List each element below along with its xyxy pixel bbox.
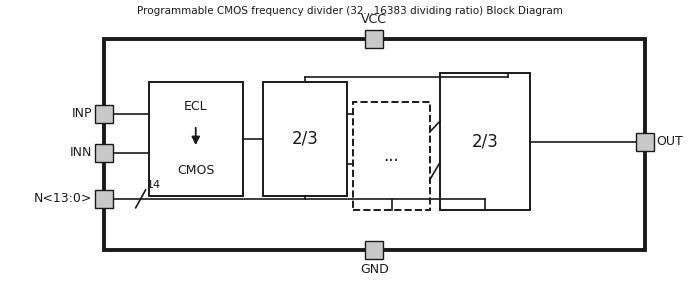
Text: CMOS: CMOS <box>177 164 214 177</box>
Text: INP: INP <box>71 107 92 120</box>
Text: 2/3: 2/3 <box>472 133 498 151</box>
Bar <box>104 39 645 250</box>
Bar <box>365 29 384 48</box>
Bar <box>636 133 654 151</box>
Bar <box>149 81 242 196</box>
Bar <box>95 144 113 162</box>
Text: ECL: ECL <box>184 100 208 113</box>
Bar <box>354 101 430 210</box>
Text: N<13:0>: N<13:0> <box>34 192 92 205</box>
Text: 14: 14 <box>146 180 161 190</box>
Text: VCC: VCC <box>361 13 387 26</box>
Text: 2/3: 2/3 <box>291 130 318 148</box>
Text: OUT: OUT <box>657 135 683 148</box>
Text: Programmable CMOS frequency divider (32...16383 dividing ratio) Block Diagram: Programmable CMOS frequency divider (32.… <box>137 6 563 16</box>
Bar <box>365 241 384 260</box>
Bar <box>263 81 346 196</box>
Bar <box>95 105 113 123</box>
Bar <box>95 190 113 208</box>
Bar <box>440 73 531 210</box>
Text: ...: ... <box>384 147 400 165</box>
Text: INN: INN <box>69 146 92 159</box>
Text: GND: GND <box>360 263 389 276</box>
